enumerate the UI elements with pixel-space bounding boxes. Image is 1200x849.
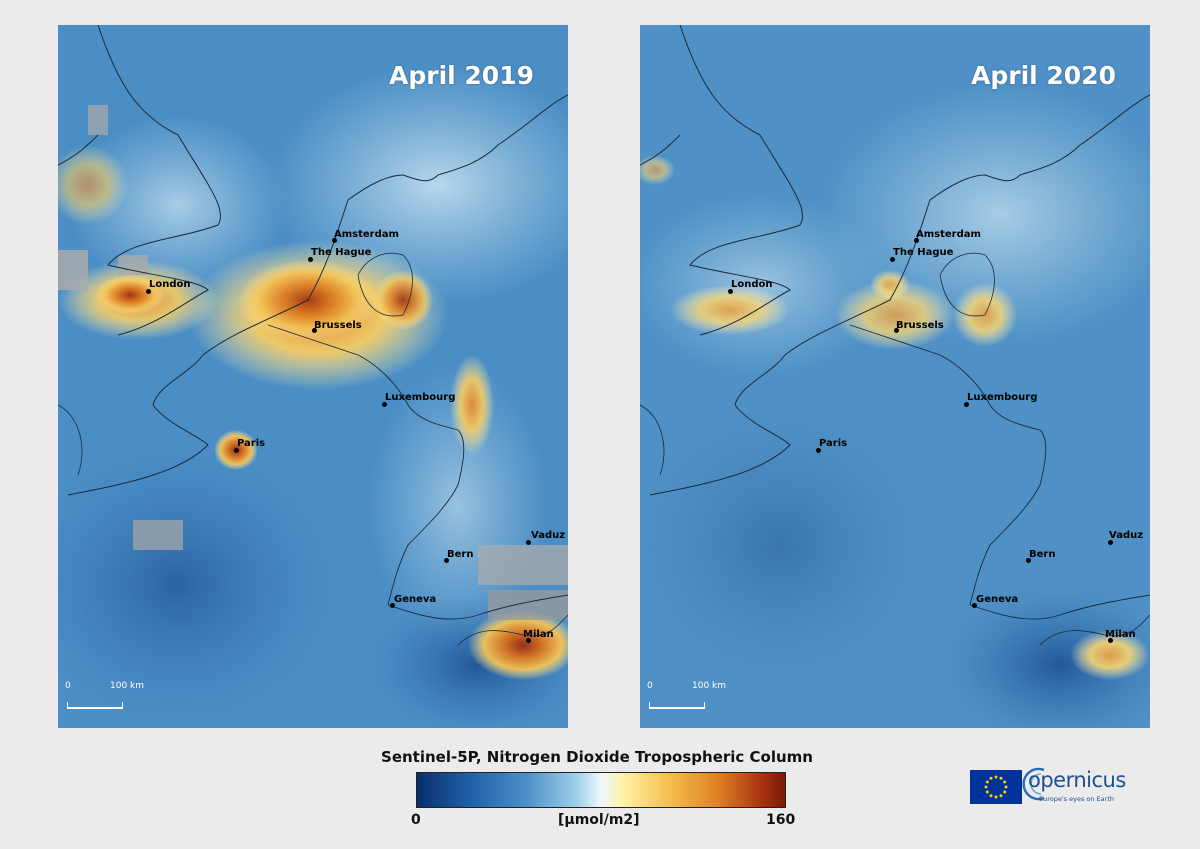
colorbar-min-label: 0	[411, 812, 421, 828]
city-label-paris: Paris	[819, 438, 848, 449]
city-label-amsterdam: Amsterdam	[916, 229, 981, 240]
no2-map-2019	[58, 25, 568, 728]
city-label-bern: Bern	[447, 549, 474, 560]
city-label-vaduz: Vaduz	[1109, 530, 1144, 541]
copernicus-logo: opernicus Europe's eyes on Earth	[1022, 766, 1136, 810]
eu-flag-icon	[970, 770, 1022, 804]
legend-title: Sentinel-5P, Nitrogen Dioxide Tropospher…	[381, 748, 813, 766]
city-marker	[443, 557, 449, 563]
city-marker	[815, 447, 821, 453]
city-marker	[525, 637, 531, 643]
city-marker	[381, 401, 387, 407]
copernicus-c-icon	[1022, 767, 1045, 801]
city-marker	[727, 288, 733, 294]
scale-distance: 100 km	[692, 681, 727, 691]
colorbar-max-label: 160	[766, 812, 796, 828]
copernicus-tagline: Europe's eyes on Earth	[1039, 795, 1114, 803]
city-marker	[971, 602, 977, 608]
map-panel-2019: April 2019 Amsterdam The Hague London Br…	[58, 25, 568, 728]
scale-line	[67, 702, 123, 709]
scale-line	[649, 702, 705, 709]
city-label-bern: Bern	[1029, 549, 1056, 560]
city-marker	[1107, 539, 1113, 545]
colorbar	[416, 772, 786, 808]
map-panel-2020: April 2020 Amsterdam The Hague London Br…	[640, 25, 1150, 728]
city-marker	[1025, 557, 1031, 563]
scale-zero: 0	[65, 681, 71, 691]
city-marker	[331, 237, 337, 243]
city-label-the-hague: The Hague	[311, 247, 372, 258]
city-label-london: London	[731, 279, 773, 290]
colorbar-unit-label: [µmol/m2]	[558, 812, 640, 828]
city-label-paris: Paris	[237, 438, 266, 449]
city-label-brussels: Brussels	[314, 320, 362, 331]
city-marker	[889, 256, 895, 262]
city-label-london: London	[149, 279, 191, 290]
city-label-geneva: Geneva	[394, 594, 437, 605]
copernicus-wordmark: opernicus	[1028, 768, 1126, 792]
city-marker	[913, 237, 919, 243]
city-marker	[311, 327, 317, 333]
city-label-milan: Milan	[523, 629, 554, 640]
map-title: April 2019	[389, 61, 534, 90]
city-marker	[145, 288, 151, 294]
city-label-geneva: Geneva	[976, 594, 1019, 605]
city-label-milan: Milan	[1105, 629, 1136, 640]
city-marker	[389, 602, 395, 608]
city-label-vaduz: Vaduz	[531, 530, 566, 541]
map-title: April 2020	[971, 61, 1116, 90]
city-marker	[1107, 637, 1113, 643]
city-marker	[893, 327, 899, 333]
city-marker	[963, 401, 969, 407]
scale-bar: 0 100 km	[65, 681, 145, 711]
city-label-luxembourg: Luxembourg	[385, 392, 456, 403]
city-marker	[307, 256, 313, 262]
city-marker	[233, 447, 239, 453]
scale-bar: 0 100 km	[647, 681, 727, 711]
scale-distance: 100 km	[110, 681, 145, 691]
city-label-the-hague: The Hague	[893, 247, 954, 258]
scale-zero: 0	[647, 681, 653, 691]
city-label-luxembourg: Luxembourg	[967, 392, 1038, 403]
no2-map-2020	[640, 25, 1150, 728]
city-label-brussels: Brussels	[896, 320, 944, 331]
city-marker	[525, 539, 531, 545]
city-label-amsterdam: Amsterdam	[334, 229, 399, 240]
